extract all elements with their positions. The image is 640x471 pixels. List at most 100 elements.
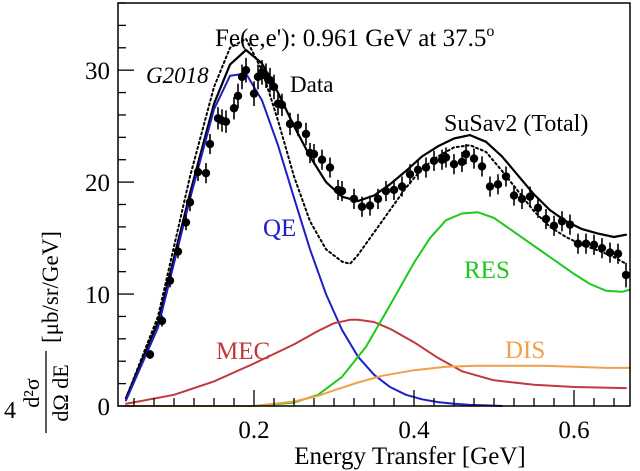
data-point-marker [565, 220, 575, 229]
data-point-marker [517, 194, 527, 204]
data-point [201, 163, 211, 184]
data-point-marker [241, 65, 251, 75]
data-point-marker [549, 221, 559, 230]
data-point-marker [381, 186, 391, 196]
data-point-marker [317, 155, 327, 164]
data-point-marker [493, 180, 503, 189]
data-point [309, 144, 319, 165]
data-point [621, 262, 631, 288]
data-point [221, 110, 231, 133]
data-point [449, 154, 459, 175]
data-point [461, 144, 471, 165]
data-point-marker [589, 240, 599, 249]
x-tick-label: 0.4 [398, 417, 430, 444]
data-point [541, 208, 551, 230]
data-point [597, 238, 607, 259]
data-point-marker [485, 182, 495, 191]
data-point-marker [301, 129, 311, 139]
data-point [173, 244, 183, 259]
data-point-marker [477, 162, 487, 171]
data-point-marker [365, 201, 375, 210]
data-point [413, 159, 423, 180]
ylabel-denominator: dΩ dE [48, 364, 73, 421]
data-point [325, 157, 335, 178]
data-point [185, 193, 195, 212]
data-point [533, 197, 543, 218]
data-point [581, 233, 591, 254]
data-point [349, 188, 359, 209]
data-point-marker [265, 76, 275, 85]
data-point-marker [277, 100, 287, 110]
data-point [565, 214, 575, 235]
data-point [389, 179, 399, 201]
data-point-marker [285, 119, 295, 129]
data-point-marker [325, 163, 335, 172]
x-tick-label: 0.2 [238, 417, 269, 444]
title-degree: o [486, 23, 494, 40]
data-point-marker [145, 350, 155, 359]
data-point [357, 196, 367, 217]
data-point [285, 112, 295, 136]
curves-layer [124, 37, 631, 407]
data-point-marker [533, 203, 543, 213]
legend-susav2: SuSav2 (Total) [444, 111, 588, 137]
data-point-marker [397, 182, 407, 191]
series-mec-line [125, 318, 627, 405]
data-point [477, 156, 487, 177]
data-point [301, 122, 311, 146]
data-point [613, 243, 623, 264]
data-point-marker [557, 217, 567, 226]
series-total-line [124, 48, 628, 400]
data-point-marker [541, 214, 551, 224]
data-point-marker [349, 194, 359, 204]
data-point-marker [229, 104, 239, 113]
data-point-marker [181, 218, 191, 227]
data-point [397, 176, 407, 197]
data-point [501, 166, 511, 187]
data-point-marker [605, 248, 615, 257]
x-axis-label: Energy Transfer [GeV] [294, 443, 525, 470]
data-point [205, 133, 215, 155]
stray-label: 4 [4, 398, 16, 424]
data-point [373, 188, 383, 209]
data-point [229, 97, 239, 120]
data-point-marker [597, 243, 607, 253]
data-point-marker [165, 276, 175, 285]
data-point-marker [405, 170, 415, 179]
ylabel-numerator: d²σ [19, 378, 44, 408]
y-tick-label: 10 [85, 282, 110, 309]
label-mec: MEC [216, 338, 270, 365]
data-point-marker [621, 270, 631, 280]
data-point-marker [357, 202, 367, 211]
data-point-marker [193, 167, 203, 177]
data-point-marker [157, 316, 167, 326]
y-tick-label: 20 [85, 170, 110, 197]
data-point-marker [309, 149, 319, 159]
data-point [265, 67, 275, 93]
data-point [405, 164, 415, 185]
data-point-marker [613, 249, 623, 258]
data-point-marker [461, 149, 471, 159]
data-point [165, 273, 175, 288]
y-tick-label: 30 [85, 58, 110, 85]
series-dis-line [125, 364, 631, 407]
data-point [441, 147, 451, 168]
series-res-line [125, 211, 631, 407]
data-point [241, 57, 251, 83]
data-point-marker [205, 139, 215, 149]
y-tick-label: 0 [98, 394, 111, 421]
axis-ticks: 0.2 0.4 0.6 0 10 20 30 [85, 2, 615, 444]
label-dis: DIS [505, 337, 545, 364]
data-point-marker [389, 185, 399, 195]
data-point [181, 214, 191, 231]
data-point-marker [233, 91, 243, 101]
data-point [145, 350, 155, 359]
data-point-marker [429, 156, 439, 166]
data-point [193, 163, 203, 181]
label-qe: QE [263, 215, 296, 242]
data-point-marker [201, 168, 211, 178]
data-point [421, 157, 431, 178]
data-point [589, 234, 599, 255]
data-point-marker [173, 247, 183, 256]
data-point-marker [501, 172, 511, 181]
